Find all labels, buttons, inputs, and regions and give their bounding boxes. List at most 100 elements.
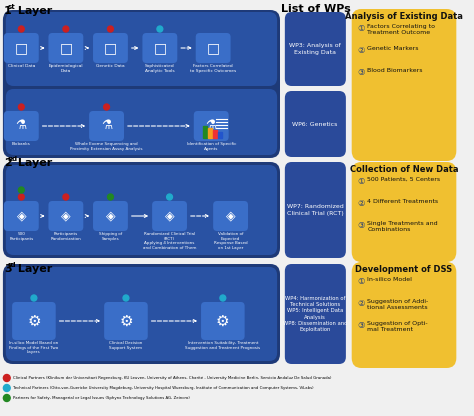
Text: Genetic Markers: Genetic Markers: [367, 46, 419, 51]
FancyBboxPatch shape: [6, 12, 277, 86]
Text: rd: rd: [8, 262, 17, 268]
Bar: [218, 132, 222, 138]
Circle shape: [31, 295, 37, 301]
Text: Validation of
Expected
Response Based
on 1st Layer: Validation of Expected Response Based on…: [214, 232, 247, 250]
FancyBboxPatch shape: [48, 201, 83, 231]
Text: ③: ③: [357, 221, 365, 230]
FancyBboxPatch shape: [4, 33, 39, 63]
Circle shape: [18, 194, 24, 200]
Text: □: □: [15, 41, 28, 55]
Text: ②: ②: [357, 199, 365, 208]
FancyBboxPatch shape: [3, 162, 280, 258]
Text: 1: 1: [4, 6, 12, 16]
FancyBboxPatch shape: [6, 89, 277, 155]
Text: Shipping of
Samples: Shipping of Samples: [99, 232, 122, 240]
Text: WP4: Harmonization of
Technical Solutions
WP5: Intelligent Data
Analysis
WP8: Di: WP4: Harmonization of Technical Solution…: [283, 296, 347, 332]
Text: ◈: ◈: [61, 210, 71, 223]
FancyBboxPatch shape: [285, 12, 346, 86]
Text: Whole Exome Sequencing and
Proximity Extension Assay Analysis: Whole Exome Sequencing and Proximity Ext…: [70, 142, 143, 151]
Text: WP6: Genetics: WP6: Genetics: [292, 121, 337, 126]
Text: □: □: [207, 41, 220, 55]
Text: ③: ③: [357, 68, 365, 77]
Text: In-silico Model Based on
Findings of the First Two
Layers: In-silico Model Based on Findings of the…: [9, 341, 58, 354]
Circle shape: [123, 295, 129, 301]
Bar: [208, 128, 212, 138]
Text: ⚙: ⚙: [119, 314, 133, 329]
Text: Randomized Clinical Trial
(RCT)
Applying 4 Interventions
and Combination of Them: Randomized Clinical Trial (RCT) Applying…: [143, 232, 196, 250]
Circle shape: [63, 194, 69, 200]
Circle shape: [220, 295, 226, 301]
Text: 2: 2: [4, 158, 12, 168]
Circle shape: [157, 26, 163, 32]
Text: ②: ②: [357, 299, 365, 308]
Text: ③: ③: [357, 321, 365, 330]
FancyBboxPatch shape: [104, 302, 148, 340]
Text: 4 Different Treatments: 4 Different Treatments: [367, 199, 438, 204]
Text: Collection of New Data: Collection of New Data: [350, 165, 458, 174]
FancyBboxPatch shape: [142, 33, 177, 63]
Text: In-silico Model: In-silico Model: [367, 277, 412, 282]
Text: ◈: ◈: [226, 210, 236, 223]
Text: Layer: Layer: [14, 6, 52, 16]
FancyBboxPatch shape: [194, 111, 228, 141]
Text: Analysis of Existing Data: Analysis of Existing Data: [345, 12, 463, 21]
Bar: [203, 126, 207, 138]
Text: WP7: Randomized
Clinical Trial (RCT): WP7: Randomized Clinical Trial (RCT): [286, 204, 343, 215]
Text: Biobanks: Biobanks: [12, 142, 31, 146]
Circle shape: [108, 194, 113, 200]
Text: □: □: [104, 41, 117, 55]
Circle shape: [63, 26, 69, 32]
Circle shape: [167, 194, 173, 200]
Circle shape: [3, 374, 10, 381]
Text: Single Treatments and
Combinations: Single Treatments and Combinations: [367, 221, 438, 232]
FancyBboxPatch shape: [93, 201, 128, 231]
Text: Factors Correlating to
Treatment Outcome: Factors Correlating to Treatment Outcome: [367, 24, 435, 35]
Circle shape: [3, 384, 10, 391]
Text: ◈: ◈: [106, 210, 115, 223]
FancyBboxPatch shape: [12, 302, 56, 340]
Text: ①: ①: [357, 24, 365, 33]
Text: Partners for Safety, Managerial or Legal Issues (Sphynx Technology Solutions AG,: Partners for Safety, Managerial or Legal…: [13, 396, 190, 400]
FancyBboxPatch shape: [213, 201, 248, 231]
Text: ⚗: ⚗: [16, 119, 27, 133]
FancyBboxPatch shape: [285, 264, 346, 364]
Text: WP3: Analysis of
Existing Data: WP3: Analysis of Existing Data: [289, 43, 341, 54]
FancyBboxPatch shape: [6, 165, 277, 255]
Text: Suggestion of Opti-
mal Treatment: Suggestion of Opti- mal Treatment: [367, 321, 428, 332]
Text: Factors Correlated
to Specific Outcomes: Factors Correlated to Specific Outcomes: [190, 64, 236, 73]
FancyBboxPatch shape: [6, 267, 277, 361]
Text: Clinical Decision
Support System: Clinical Decision Support System: [109, 341, 143, 349]
FancyBboxPatch shape: [352, 9, 456, 161]
FancyBboxPatch shape: [48, 33, 83, 63]
Text: Layer: Layer: [14, 264, 52, 274]
FancyBboxPatch shape: [3, 10, 280, 158]
FancyBboxPatch shape: [93, 33, 128, 63]
Text: nd: nd: [8, 156, 18, 162]
FancyBboxPatch shape: [4, 201, 39, 231]
Text: ⚗: ⚗: [101, 119, 112, 133]
Text: Development of DSS: Development of DSS: [356, 265, 453, 274]
Text: ⚙: ⚙: [216, 314, 229, 329]
Circle shape: [18, 187, 24, 193]
Text: □: □: [59, 41, 73, 55]
FancyBboxPatch shape: [3, 264, 280, 364]
FancyBboxPatch shape: [201, 302, 245, 340]
Text: 500 Patients, 5 Centers: 500 Patients, 5 Centers: [367, 177, 440, 182]
Text: Clinical Partners (Klinikum der Universitaet Regensburg, KU Leuven, University o: Clinical Partners (Klinikum der Universi…: [13, 376, 331, 380]
Text: ◈: ◈: [165, 210, 174, 223]
Text: Blood Biomarkers: Blood Biomarkers: [367, 68, 423, 73]
FancyBboxPatch shape: [152, 201, 187, 231]
FancyBboxPatch shape: [4, 111, 39, 141]
Text: st: st: [8, 4, 16, 10]
Text: Genetic Data: Genetic Data: [96, 64, 125, 68]
Text: ⚙: ⚙: [27, 314, 41, 329]
Circle shape: [104, 104, 109, 110]
Text: Intervention Suitability, Treatment
Suggestion and Treatment Prognosis: Intervention Suitability, Treatment Sugg…: [185, 341, 260, 349]
Text: Clinical Data: Clinical Data: [8, 64, 35, 68]
Text: ②: ②: [357, 46, 365, 55]
Text: Suggestion of Addi-
tional Assessments: Suggestion of Addi- tional Assessments: [367, 299, 428, 310]
Circle shape: [18, 26, 24, 32]
Text: Technical Partners (Otto-von-Guericke University Magdeburg, University Hospital : Technical Partners (Otto-von-Guericke Un…: [13, 386, 313, 390]
FancyBboxPatch shape: [285, 91, 346, 157]
Text: Sophisticated
Analytic Tools: Sophisticated Analytic Tools: [145, 64, 175, 73]
